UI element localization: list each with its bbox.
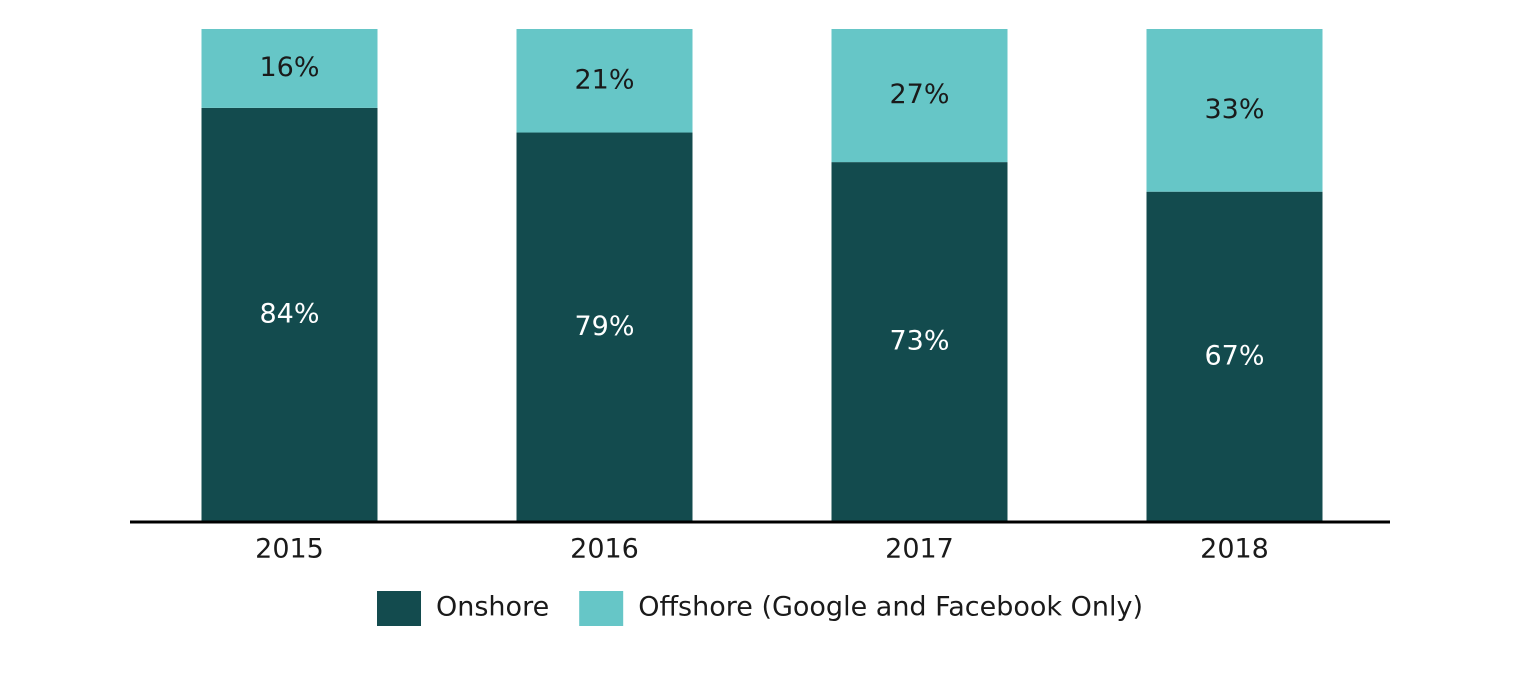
legend-label: Onshore: [436, 592, 549, 623]
legend-swatch: [579, 591, 624, 626]
data-label: 33%: [1204, 94, 1264, 125]
data-label: 27%: [889, 79, 949, 110]
data-label: 16%: [259, 52, 319, 83]
bar-segment: [1146, 191, 1323, 522]
bar-segment: [201, 29, 378, 108]
x-tick-label: 2016: [570, 534, 639, 565]
legend-swatch: [377, 591, 422, 626]
x-tick-label: 2015: [255, 534, 324, 565]
data-label: 67%: [1204, 340, 1264, 371]
data-label: 73%: [889, 326, 949, 357]
bar-segment: [831, 29, 1008, 163]
legend-label: Offshore (Google and Facebook Only): [638, 592, 1143, 623]
data-label: 84%: [259, 298, 319, 329]
bar-segment: [516, 132, 693, 522]
bar-segment: [1146, 29, 1323, 192]
data-label: 21%: [574, 64, 634, 95]
bar-segment: [516, 29, 693, 133]
data-label: 79%: [574, 311, 634, 342]
bar-segment: [201, 107, 378, 522]
x-tick-label: 2018: [1200, 534, 1269, 565]
x-tick-label: 2017: [885, 534, 954, 565]
bar-segment: [831, 162, 1008, 523]
